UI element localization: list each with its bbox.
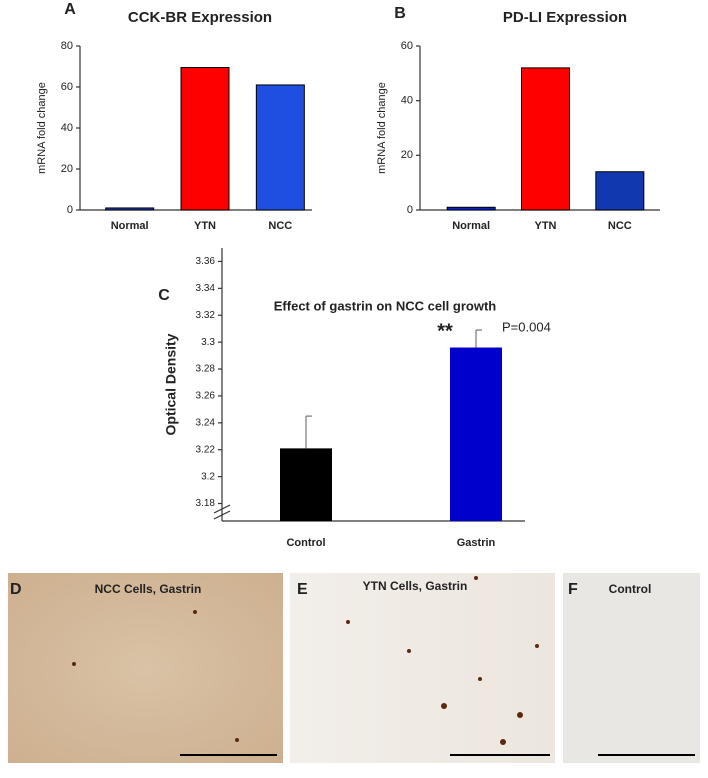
- panel-caption: YTN Cells, Gastrin: [363, 579, 468, 593]
- panel-label: A: [64, 1, 76, 18]
- y-tick-label: 20: [61, 163, 73, 175]
- micrograph: [290, 573, 555, 763]
- y-tick-label: 3.3: [201, 337, 215, 348]
- y-tick-label: 3.2: [201, 471, 215, 482]
- y-tick-label: 0: [407, 204, 413, 216]
- y-tick-label: 3.24: [196, 417, 216, 428]
- x-tick-label: Normal: [111, 220, 149, 232]
- chart-title: CCK-BR Expression: [128, 9, 272, 26]
- panel-label: C: [158, 287, 170, 304]
- bar: [446, 206, 496, 211]
- x-tick-label: Normal: [452, 220, 490, 232]
- bar: [105, 207, 155, 211]
- y-tick-label: 40: [61, 122, 73, 134]
- bar: [450, 347, 502, 521]
- axis-break: [213, 504, 231, 514]
- y-tick-label: 3.18: [196, 498, 216, 509]
- panel-caption: NCC Cells, Gastrin: [95, 582, 202, 596]
- y-tick-label: 3.28: [196, 364, 216, 375]
- panel-caption: Control: [609, 582, 652, 596]
- micrograph: [8, 573, 283, 763]
- y-axis-label: Optical Density: [163, 333, 179, 435]
- x-tick-label: NCC: [608, 220, 632, 232]
- panel-label: F: [568, 581, 578, 598]
- x-tick-label: Gastrin: [457, 537, 496, 549]
- y-tick-label: 20: [401, 149, 413, 161]
- y-tick-label: 3.34: [196, 283, 216, 294]
- y-axis-label: mRNA fold change: [36, 82, 48, 174]
- stain-dots: [72, 576, 539, 745]
- p-value: P=0.004: [502, 319, 551, 334]
- chart-title: PD-LI Expression: [503, 9, 627, 26]
- y-tick-label: 3.22: [196, 444, 216, 455]
- panel-label: B: [394, 5, 406, 22]
- panel-label: D: [10, 581, 22, 598]
- bar: [180, 67, 230, 211]
- panel-label: E: [297, 581, 308, 598]
- chart-title: Effect of gastrin on NCC cell growth: [274, 298, 497, 313]
- micrograph: [563, 573, 700, 763]
- y-tick-label: 3.36: [196, 256, 216, 267]
- y-tick-label: 40: [401, 95, 413, 107]
- y-tick-label: 60: [61, 81, 73, 93]
- x-tick-label: YTN: [535, 220, 557, 232]
- x-tick-label: Control: [286, 537, 325, 549]
- y-tick-label: 80: [61, 40, 73, 52]
- significance: **: [437, 320, 453, 342]
- y-tick-label: 0: [67, 204, 73, 216]
- bar: [521, 67, 570, 211]
- axis-break: [213, 510, 231, 520]
- bar: [595, 171, 645, 211]
- y-tick-label: 3.32: [196, 310, 216, 321]
- y-tick-label: 3.26: [196, 391, 216, 402]
- x-tick-label: NCC: [268, 220, 292, 232]
- y-tick-label: 60: [401, 40, 413, 52]
- bar: [255, 84, 305, 211]
- x-tick-label: YTN: [194, 220, 216, 232]
- bar: [280, 448, 332, 521]
- y-axis-label: mRNA fold change: [376, 82, 388, 174]
